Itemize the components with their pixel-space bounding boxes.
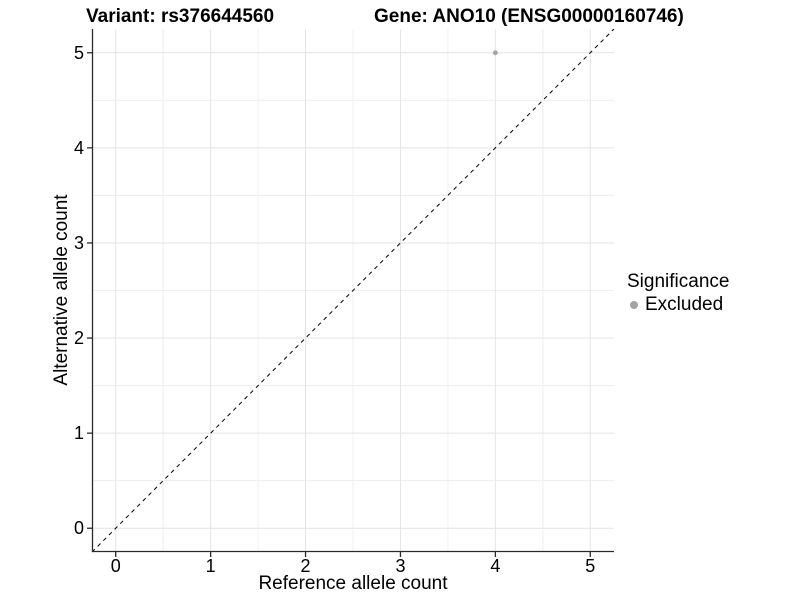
y-tick-label: 3 [73,232,84,253]
x-axis-title: Reference allele count [258,573,448,594]
x-tick-label: 3 [395,556,406,576]
data-point [492,50,498,56]
y-tick-label: 1 [73,423,84,444]
legend-marker-icon [630,301,638,309]
plot-title-variant: Variant: rs376644560 [86,6,275,27]
y-tick-label: 2 [73,328,84,349]
x-tick-label: 2 [300,556,311,576]
plot-title-gene: Gene: ANO10 (ENSG00000160746) [374,6,684,27]
x-tick-label: 1 [205,556,216,576]
legend: Significance Excluded [627,271,729,316]
y-axis-title: Alternative allele count [51,194,72,386]
x-tick-label: 5 [585,556,596,576]
identity-line [91,28,615,553]
plot-panel [87,28,615,557]
y-tick-label: 4 [73,137,84,158]
y-tick-label: 0 [73,518,84,539]
legend-title: Significance [627,271,730,292]
plot-canvas [87,28,615,557]
legend-entry-label: Excluded [645,294,724,315]
legend-entry: Excluded [627,294,729,316]
x-tick-label: 0 [110,556,121,576]
x-tick-label: 4 [490,556,501,576]
y-tick-label: 5 [73,42,84,63]
